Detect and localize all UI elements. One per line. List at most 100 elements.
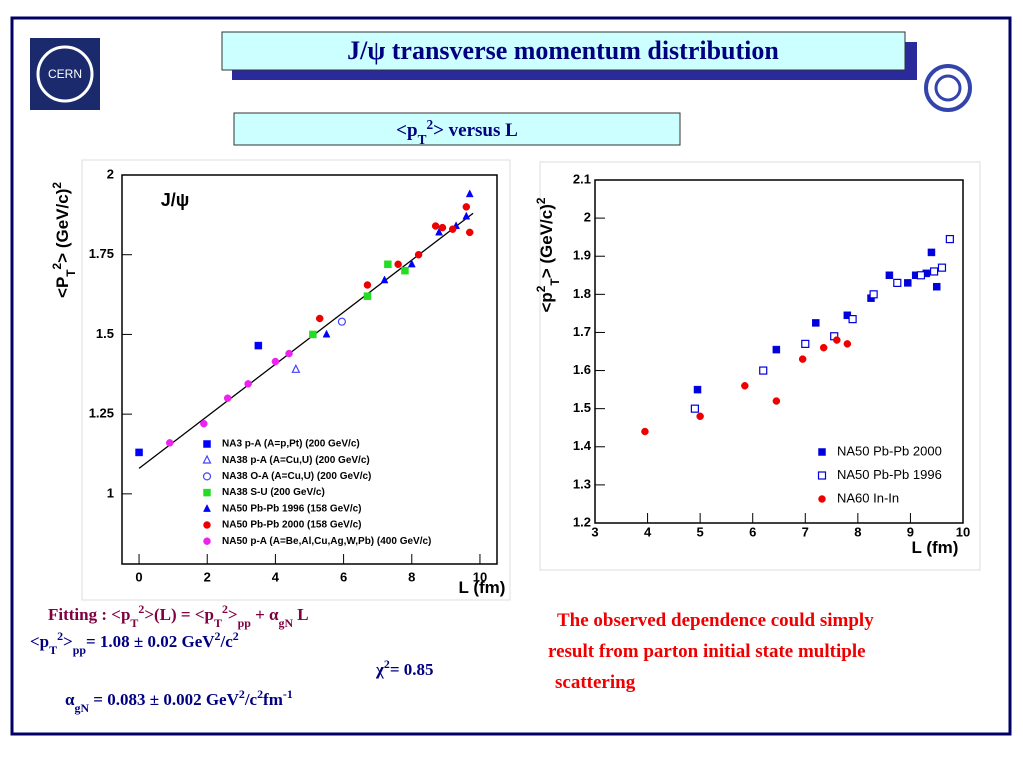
marker (244, 380, 252, 388)
legend-label: NA50 Pb-Pb 1996 (837, 467, 942, 482)
y-tick-label: 2 (107, 166, 114, 181)
y-tick-label: 1.5 (573, 400, 591, 415)
marker (203, 537, 211, 545)
marker (285, 349, 293, 358)
legend-label: NA50 Pb-Pb 2000 (837, 443, 942, 458)
slide-frame (10, 16, 1012, 736)
marker (394, 260, 402, 269)
marker (848, 315, 857, 324)
conclusion-line: The observed dependence could simply (557, 610, 874, 631)
marker (202, 472, 212, 481)
marker (200, 419, 208, 428)
y-tick-label: 1.4 (573, 438, 592, 453)
x-tick-label: 7 (802, 524, 809, 539)
conclusion-line: result from parton initial state multipl… (548, 641, 866, 662)
marker (869, 290, 878, 299)
x-tick-label: 6 (749, 524, 756, 539)
marker (462, 203, 471, 211)
marker (291, 363, 301, 373)
marker (772, 345, 781, 354)
text-segment: L (293, 605, 309, 624)
marker (641, 427, 649, 436)
x-axis-label: L (fm) (912, 538, 959, 557)
marker (759, 366, 768, 375)
marker (929, 267, 939, 276)
text-segment: + α (251, 605, 279, 624)
text-segment: 2 (215, 629, 221, 643)
annotation: J/ψ (161, 190, 190, 210)
marker (315, 314, 324, 323)
marker (309, 330, 317, 339)
text-segment: 2 (50, 262, 64, 269)
marker (165, 439, 174, 447)
conclusion-line: scattering (555, 672, 636, 693)
text-segment: α (65, 690, 75, 709)
marker (465, 228, 474, 237)
text-segment: <p (537, 292, 556, 312)
x-tick-label: 2 (204, 569, 211, 584)
marker (801, 339, 810, 348)
y-tick-label: 1.7 (573, 324, 591, 339)
y-tick-label: 1.9 (573, 248, 591, 263)
x-tick-label: 9 (907, 524, 914, 539)
text-segment: = 1.08 ± 0.02 GeV (86, 632, 215, 651)
text-segment: > (228, 605, 238, 624)
text-segment: <P (53, 277, 72, 298)
y-tick-label: 1.3 (573, 476, 591, 491)
subtitle-box (233, 112, 681, 146)
text-segment: Fitting : <p (48, 605, 130, 624)
marker (337, 317, 346, 326)
y-axis-label: <PT2> (GeV/c)2 (50, 182, 78, 298)
text-segment: 2 (222, 602, 228, 616)
marker (135, 448, 143, 457)
x-tick-label: 8 (408, 569, 415, 584)
legend-label: NA3 p-A (A=p,Pt) (200 GeV/c) (222, 439, 360, 450)
legend-label: NA50 Pb-Pb 2000 (158 GeV/c) (222, 520, 362, 531)
text-segment: fm (263, 690, 283, 709)
marker (431, 222, 440, 230)
x-tick-label: 5 (697, 524, 704, 539)
y-axis-label: <p2T> (GeV/c)2 (534, 197, 562, 312)
text-segment: 2 (57, 629, 63, 643)
text-segment: > (GeV/c) (537, 204, 556, 278)
marker (690, 404, 699, 413)
cern-logo-text: CERN (48, 67, 82, 81)
marker (203, 504, 211, 512)
inr-logo-inner (934, 74, 962, 102)
marker (932, 282, 941, 291)
text-segment: = 0.85 (390, 660, 434, 679)
y-tick-label: 2.1 (573, 171, 591, 186)
plot-area (121, 174, 498, 565)
marker (904, 279, 912, 287)
x-axis-label: L (fm) (459, 578, 506, 597)
text-segment: 2 (239, 687, 245, 701)
legend-label: NA60 In-In (837, 490, 899, 505)
text-segment: 2 (138, 602, 144, 616)
marker (817, 471, 827, 480)
cern-logo-ring (36, 45, 94, 103)
text-segment: χ (375, 660, 384, 679)
marker (438, 223, 447, 232)
text-segment: 2 (534, 197, 548, 204)
text-segment: 2 (384, 657, 390, 671)
marker (271, 357, 280, 366)
y-tick-label: 1.8 (573, 286, 591, 301)
marker (812, 319, 820, 327)
marker (927, 248, 936, 257)
x-tick-label: 10 (956, 524, 970, 539)
text-segment: > (GeV/c) (53, 189, 72, 263)
x-tick-label: 6 (340, 569, 347, 584)
marker (833, 336, 841, 344)
marker (893, 278, 902, 287)
y-tick-label: 1.75 (89, 246, 114, 261)
formula: χ2= 0.85 (375, 657, 434, 679)
legend-label: NA38 O-A (A=Cu,U) (200 GeV/c) (222, 471, 371, 482)
text-segment: pp (73, 643, 87, 657)
marker (384, 260, 392, 269)
x-tick-label: 3 (591, 524, 598, 539)
marker (448, 225, 457, 233)
text-segment: pp (238, 616, 252, 630)
formula: Fitting : <pT2>(L) = <pT2>pp + αgN L (48, 602, 309, 630)
text-segment: T (130, 616, 138, 630)
text-segment: /c (219, 632, 233, 651)
